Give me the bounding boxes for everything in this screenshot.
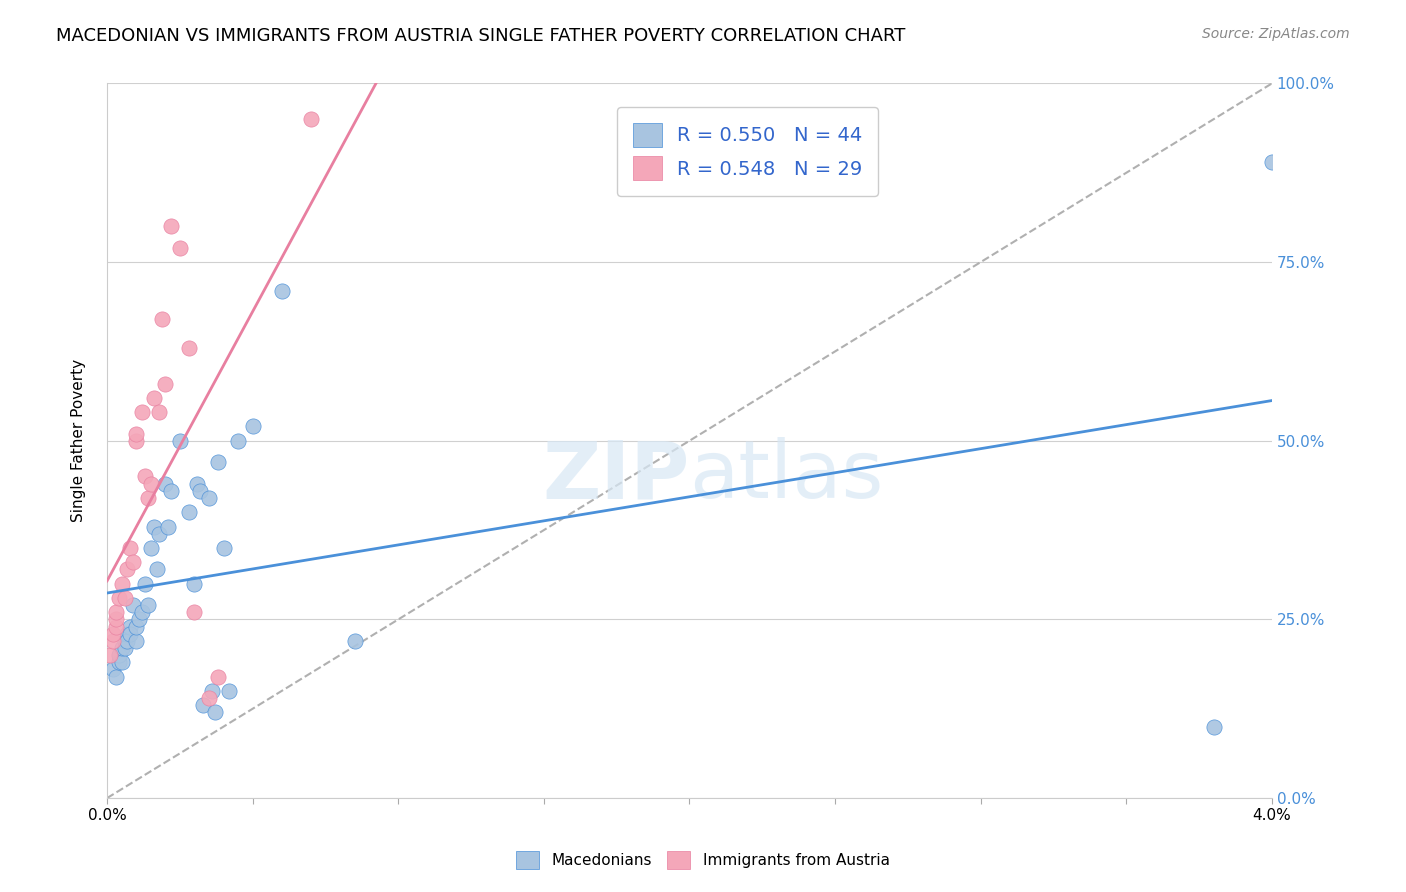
Point (125, 434, 148, 448)
Point (183, 576, 205, 591)
Point (125, 633, 148, 648)
Point (134, 469, 156, 483)
Point (148, 526, 170, 541)
Point (120, 626, 142, 640)
Point (139, 476, 162, 491)
Point (107, 655, 129, 669)
Point (270, 284, 292, 298)
Legend: Macedonians, Immigrants from Austria: Macedonians, Immigrants from Austria (510, 845, 896, 875)
Point (177, 341, 200, 355)
Point (177, 505, 200, 519)
Point (139, 541, 162, 555)
Point (218, 684, 240, 698)
Point (299, 112, 322, 127)
Point (131, 405, 153, 419)
Point (193, 698, 215, 713)
Point (128, 612, 150, 626)
Point (212, 541, 235, 555)
Point (242, 419, 264, 434)
Point (155, 476, 177, 491)
Text: ZIP: ZIP (543, 437, 689, 516)
Point (107, 591, 129, 605)
Point (111, 640, 134, 655)
Point (111, 576, 134, 591)
Y-axis label: Single Father Poverty: Single Father Poverty (72, 359, 86, 523)
Text: atlas: atlas (689, 437, 884, 516)
Point (114, 591, 136, 605)
Point (160, 219, 183, 234)
Point (117, 562, 139, 576)
Point (183, 605, 205, 619)
Point (107, 648, 129, 662)
Point (101, 633, 124, 648)
Point (120, 619, 142, 633)
Legend: R = 0.550   N = 44, R = 0.548   N = 29: R = 0.550 N = 44, R = 0.548 N = 29 (617, 107, 879, 195)
Point (122, 598, 145, 612)
Point (207, 455, 229, 469)
Point (169, 241, 191, 255)
Point (104, 605, 127, 619)
Point (120, 541, 142, 555)
Point (104, 669, 127, 683)
Point (152, 312, 174, 326)
Point (201, 684, 224, 698)
Point (104, 612, 127, 626)
Text: MACEDONIAN VS IMMIGRANTS FROM AUSTRIA SINGLE FATHER POVERTY CORRELATION CHART: MACEDONIAN VS IMMIGRANTS FROM AUSTRIA SI… (56, 27, 905, 45)
Point (104, 619, 127, 633)
Point (114, 633, 136, 648)
Point (111, 655, 134, 669)
Point (204, 706, 226, 720)
Point (186, 476, 208, 491)
Point (114, 640, 136, 655)
Point (136, 598, 159, 612)
Point (101, 626, 124, 640)
Point (125, 619, 148, 633)
Point (117, 633, 139, 648)
Point (142, 519, 165, 533)
Point (155, 376, 177, 391)
Point (145, 562, 167, 576)
Point (198, 491, 221, 505)
Point (134, 576, 156, 591)
Point (142, 391, 165, 405)
Point (169, 434, 191, 448)
Point (160, 483, 183, 498)
Point (136, 491, 159, 505)
Point (131, 605, 153, 619)
Point (1202, 720, 1225, 734)
Point (157, 519, 180, 533)
Point (98, 648, 121, 662)
Point (188, 483, 211, 498)
Point (207, 669, 229, 683)
Point (122, 555, 145, 569)
Point (148, 405, 170, 419)
Point (198, 691, 221, 706)
Point (343, 633, 366, 648)
Point (226, 434, 249, 448)
Point (117, 626, 139, 640)
Text: Source: ZipAtlas.com: Source: ZipAtlas.com (1202, 27, 1350, 41)
Point (1261, 155, 1284, 169)
Point (125, 426, 148, 441)
Point (101, 662, 124, 676)
